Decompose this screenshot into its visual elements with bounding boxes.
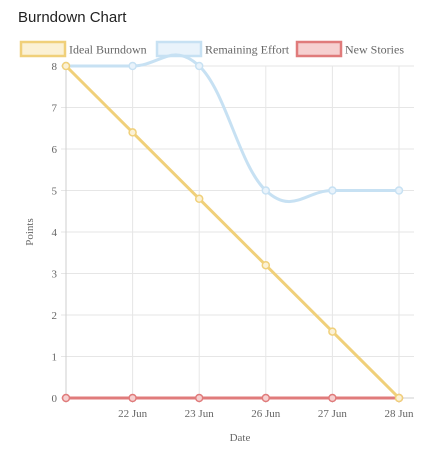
data-point-ideal-burndown: [194, 194, 204, 204]
x-tick-label: 23 Jun: [185, 408, 215, 420]
data-point-ideal-burndown: [261, 260, 271, 270]
legend-label-new-stories: New Stories: [345, 43, 404, 57]
x-axis-title: Date: [230, 432, 251, 444]
chart-title: Burndown Chart: [18, 9, 127, 26]
data-point-new-stories: [128, 393, 137, 403]
data-point-ideal-burndown: [128, 128, 137, 137]
chart-series: [61, 53, 404, 403]
y-tick-label: 0: [52, 393, 58, 405]
series-line-remaining-effort: [66, 53, 399, 203]
y-tick-label: 4: [52, 227, 58, 239]
data-point-new-stories: [328, 393, 337, 403]
chart-legend: Ideal Burndown Remaining Effort New Storie…: [19, 40, 404, 58]
y-tick-label: 2: [52, 310, 58, 322]
y-tick-label: 3: [52, 269, 58, 281]
chart-axes: 0 1 2 3 4 5 6 7 8 22 Jun 23 Jun 26 Jun 27 Jun 28 Jun: [52, 61, 415, 420]
y-axis-title: Points: [24, 218, 36, 246]
y-tick-label: 7: [52, 103, 58, 115]
data-point-new-stories: [194, 393, 204, 403]
x-tick-label: 26 Jun: [251, 408, 281, 420]
data-point-ideal-burndown: [328, 327, 337, 336]
legend-label-remaining-effort: Remaining Effort: [205, 43, 290, 57]
data-point-new-stories: [61, 393, 71, 403]
y-tick-label: 6: [52, 144, 58, 156]
series-line-ideal-burndown: [64, 64, 401, 400]
legend-label-ideal-burndown: Ideal Burndown: [69, 43, 147, 57]
data-point-remaining-effort: [328, 186, 337, 195]
data-point-remaining-effort: [194, 61, 204, 71]
chart-grid: [61, 65, 414, 403]
data-point-remaining-effort: [128, 61, 137, 71]
x-tick-label: 27 Jun: [318, 408, 348, 420]
data-point-remaining-effort: [261, 186, 271, 195]
data-point-ideal-burndown: [61, 61, 71, 71]
data-point-remaining-effort: [394, 186, 404, 195]
x-tick-label: 22 Jun: [118, 408, 148, 420]
y-tick-label: 1: [52, 352, 58, 364]
y-tick-label: 8: [52, 61, 58, 73]
x-tick-label: 28 Jun: [384, 408, 414, 420]
data-point-ideal-burndown: [394, 393, 404, 403]
y-tick-label: 5: [52, 186, 58, 198]
legend-swatch-ideal-burndown: [19, 40, 67, 58]
data-point-new-stories: [261, 393, 271, 403]
legend-swatch-new-stories: [295, 40, 343, 58]
